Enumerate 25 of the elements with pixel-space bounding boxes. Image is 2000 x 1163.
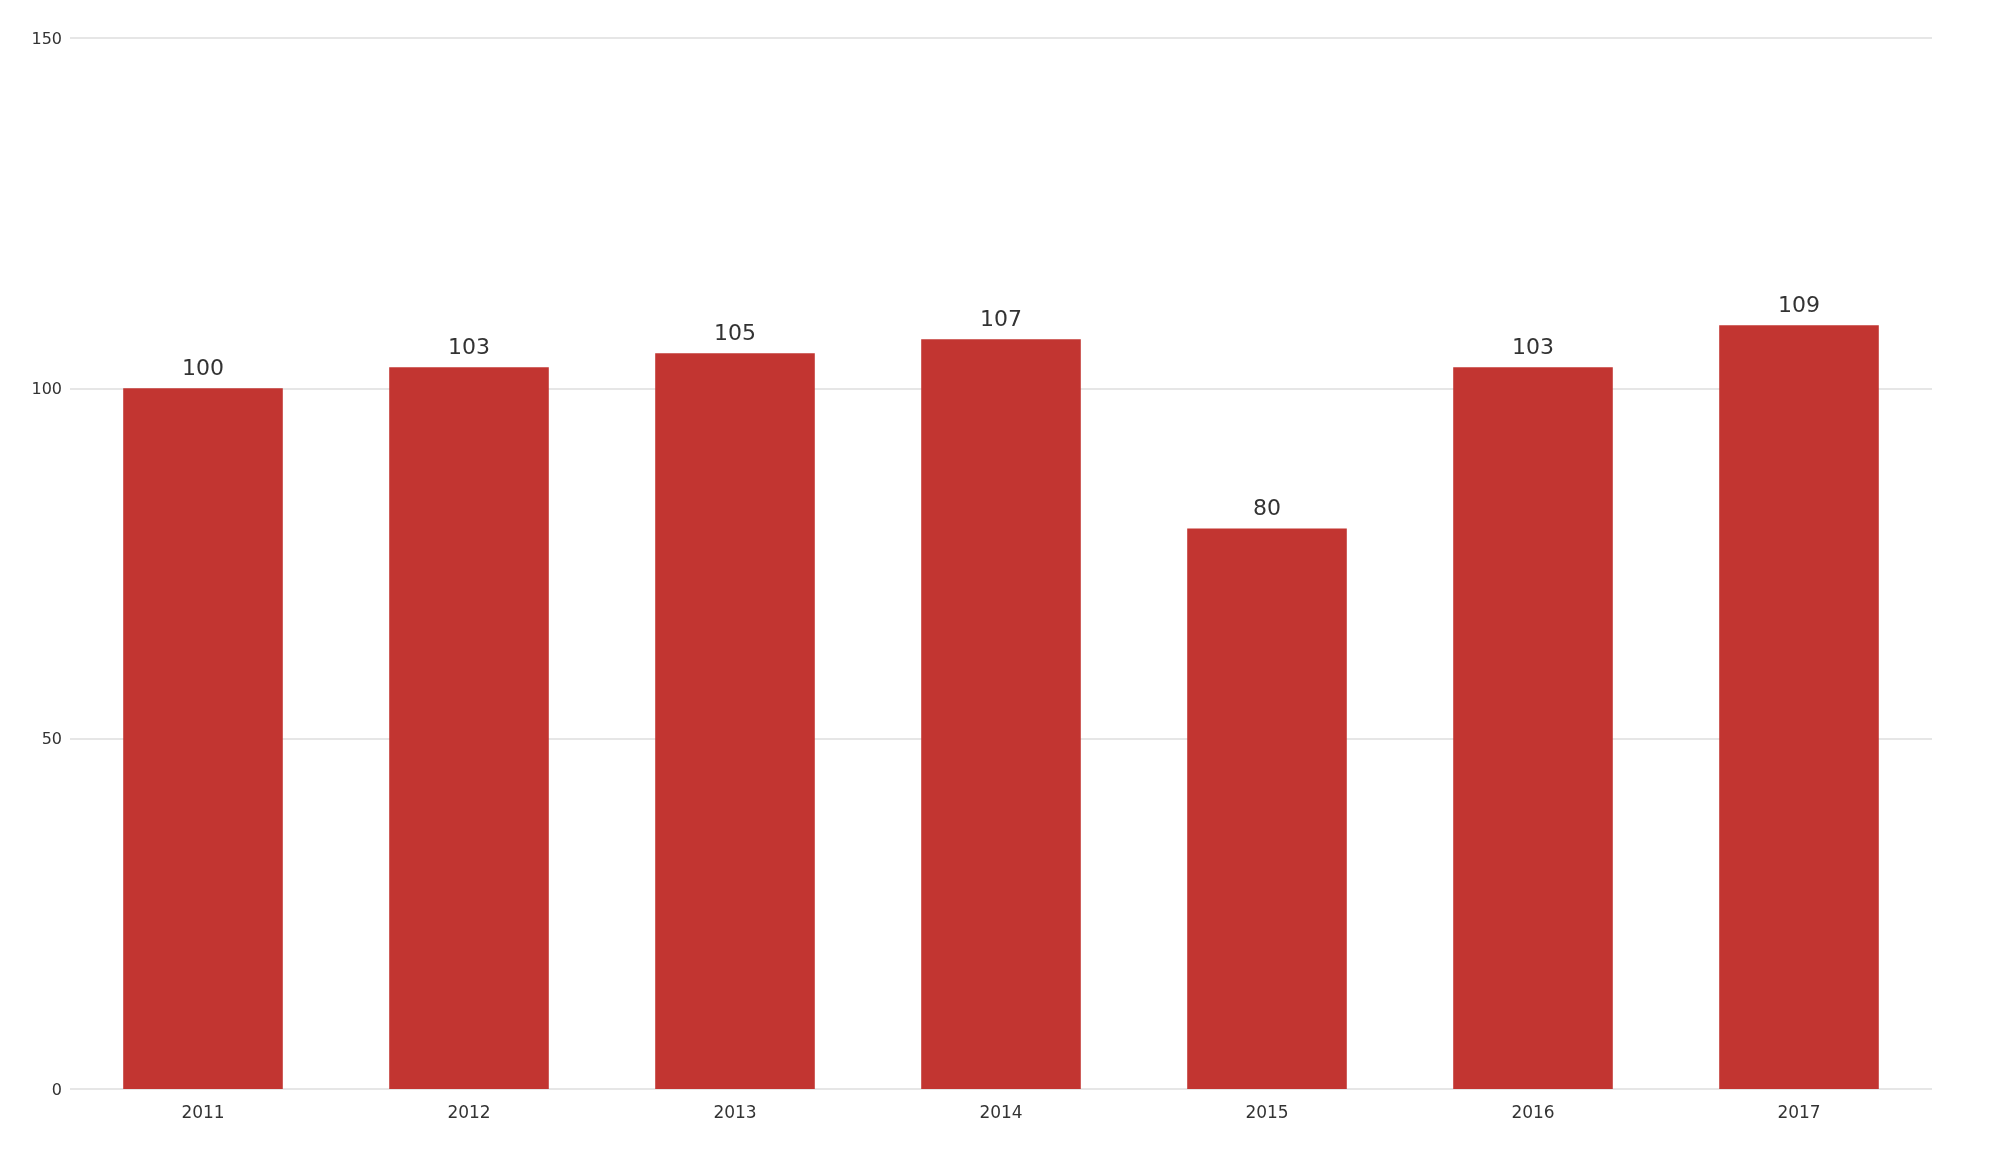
x-tick-label: 2012 [447,1101,491,1122]
bar [1187,528,1347,1089]
y-tick-label: 0 [51,1079,62,1099]
data-label: 109 [1778,291,1820,317]
y-tick-label: 150 [31,28,62,48]
y-tick-label: 50 [41,729,62,749]
y-tick-label: 100 [31,378,62,398]
x-tick-label: 2014 [979,1101,1023,1122]
x-tick-label: 2016 [1511,1101,1555,1122]
bar [921,339,1081,1089]
data-label: 103 [1512,333,1554,359]
bar [655,353,815,1089]
data-label: 107 [980,305,1022,331]
x-tick-label: 2015 [1245,1101,1289,1122]
bar [389,367,549,1089]
x-tick-label: 2017 [1777,1101,1821,1122]
data-label: 105 [714,319,756,345]
bar [1719,325,1879,1089]
data-label: 80 [1253,494,1281,520]
data-label: 103 [448,333,490,359]
x-tick-label: 2013 [713,1101,757,1122]
bar [123,388,283,1089]
data-label: 100 [182,354,224,380]
x-tick-label: 2011 [181,1101,225,1122]
bar [1453,367,1613,1089]
